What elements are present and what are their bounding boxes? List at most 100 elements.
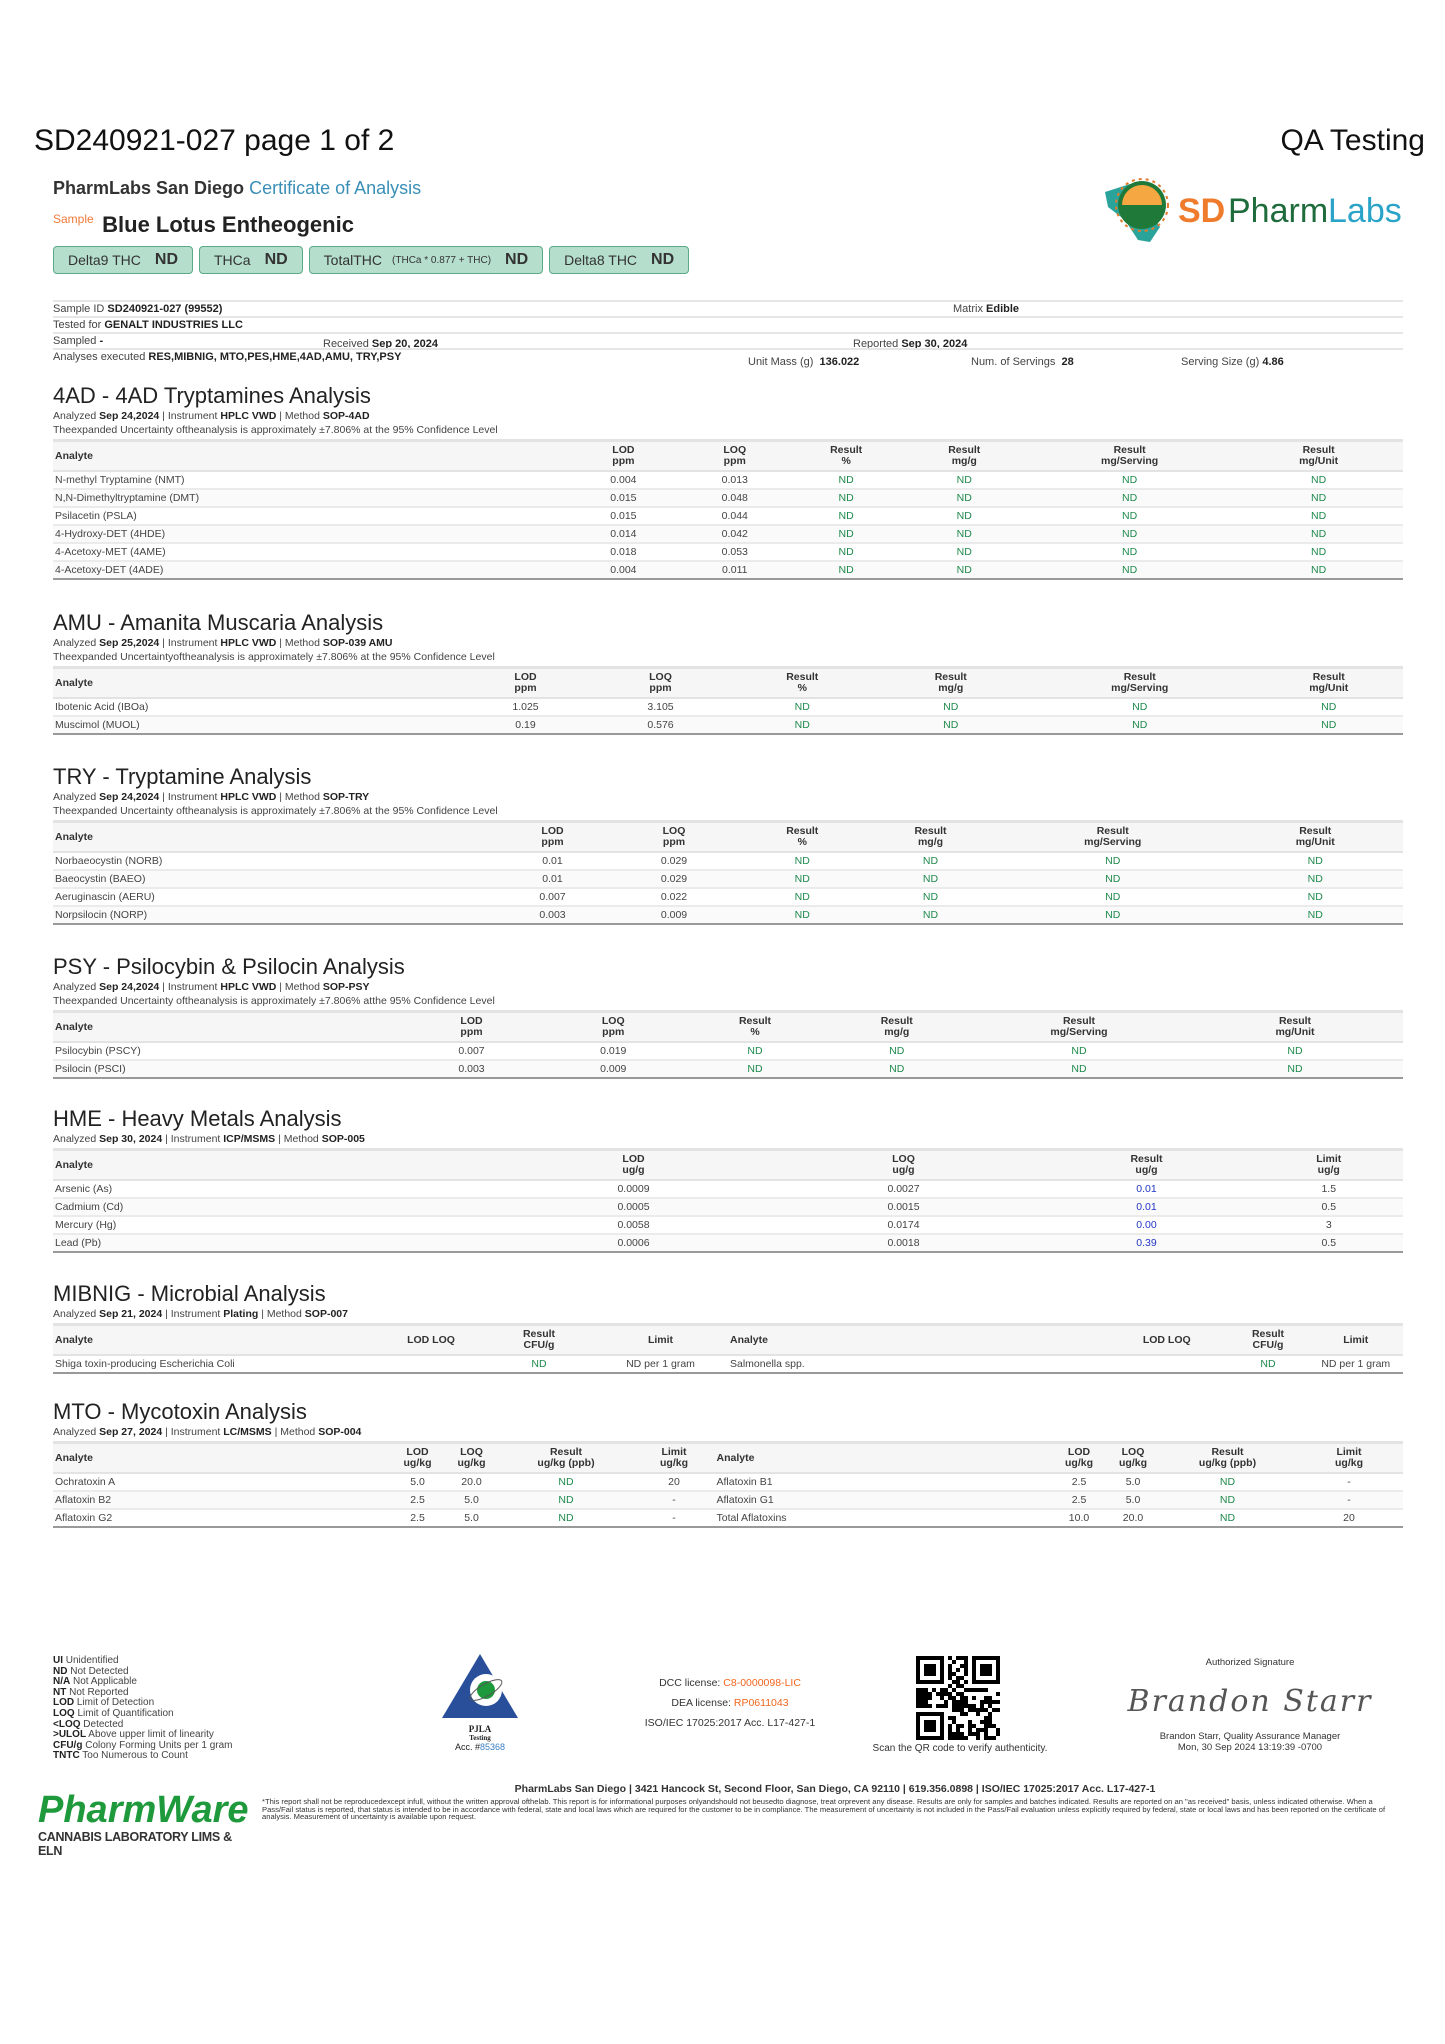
qr-module [996, 1708, 1000, 1712]
qr-module [972, 1708, 976, 1712]
table-cell: ND [728, 698, 877, 717]
section-meta: Analyzed Sep 24,2024 | Instrument HPLC V… [53, 790, 1403, 804]
qr-module [984, 1732, 988, 1736]
table-cell: ND [998, 888, 1228, 907]
badge-label: Delta8 THC [564, 252, 638, 268]
svg-text:SD: SD [1178, 192, 1225, 230]
table-cell: ND [863, 888, 998, 907]
section-title: PSY - Psilocybin & Psilocin Analysis [53, 954, 405, 979]
table-cell: 0.018 [566, 543, 681, 562]
table-cell: 4-Hydroxy-DET (4HDE) [53, 525, 566, 544]
signer-name: Brandon Starr, Quality Assurance Manager [1159, 1731, 1341, 1742]
licenses: DCC license: C8-0000098-LIC DEA license:… [600, 1673, 860, 1733]
info-row: Sample ID SD240921-027 (99552) Matrix Ed… [53, 300, 1403, 316]
reported-label: Reported [853, 338, 899, 350]
badge-label: TotalTHC [323, 252, 383, 268]
table-cell: Total Aflatoxins [714, 1509, 1052, 1528]
qr-module [956, 1728, 960, 1732]
method: SOP-039 AMU [322, 637, 393, 649]
qr-module [988, 1724, 992, 1728]
legend-item: NT Not Reported [53, 1686, 233, 1699]
legend-abbr: CFU/g [53, 1739, 83, 1751]
method: SOP-4AD [322, 410, 370, 422]
qr-module [988, 1720, 992, 1724]
qr-module [956, 1676, 960, 1680]
legend-abbr: NT [53, 1686, 67, 1698]
table-cell: ND [687, 1042, 823, 1061]
legend-item: LOQ Limit of Quantification [53, 1708, 233, 1720]
table-cell: 4-Acetoxy-MET (4AME) [53, 543, 566, 562]
qr-module [948, 1736, 952, 1740]
column-header: Analyte [714, 1441, 1052, 1474]
qr-module [976, 1728, 980, 1732]
qr-module [972, 1724, 976, 1728]
section-4ad: 4AD - 4AD Tryptamines Analysis Analyzed S… [53, 383, 1403, 580]
table-cell: 0.007 [404, 1042, 539, 1061]
qr-module [984, 1716, 988, 1720]
section-meta: Analyzed Sep 24,2024 | Instrument HPLC V… [53, 980, 1403, 994]
legend-item: <LOQ Detected [53, 1718, 233, 1731]
method: SOP-TRY [322, 791, 370, 803]
section-mto: MTO - Mycotoxin Analysis Analyzed Sep 27,… [53, 1399, 1403, 1528]
analyzed-label: Analyzed [53, 1133, 100, 1145]
table-cell: 2.5 [390, 1509, 445, 1528]
qr-module [988, 1704, 992, 1708]
table-cell: Psilacetin (PSLA) [53, 507, 566, 526]
qr-code[interactable] [916, 1656, 1000, 1740]
qr-module [956, 1736, 960, 1740]
table-cell: 0.0058 [498, 1216, 769, 1235]
pharmware-subtitle: CANNABIS LABORATORY LIMS & ELN [38, 1830, 232, 1858]
table-cell: ND [971, 1042, 1187, 1061]
table-cell: ND [1187, 1042, 1403, 1061]
qr-module [972, 1688, 976, 1692]
table-row: Lead (Pb) 0.0006 0.0018 0.39 0.5 [53, 1234, 1403, 1253]
column-header: Analyte [53, 439, 566, 472]
badge-formula: (THCa * 0.877 + THC) [392, 254, 492, 266]
column-header: LOQ ppm [680, 439, 789, 472]
qr-module [944, 1692, 948, 1696]
qr-module [960, 1724, 964, 1728]
table-cell: Cadmium (Cd) [53, 1198, 499, 1217]
tested-for: GENALT INDUSTRIES LLC [104, 319, 243, 331]
qr-module [940, 1704, 944, 1708]
analyzed-date: Sep 27, 2024 [99, 1426, 163, 1438]
table-cell: ND [687, 1060, 823, 1079]
table-cell: Shiga toxin-producing Escherichia Coli [53, 1355, 377, 1374]
svg-text:Pharm: Pharm [1228, 192, 1328, 230]
qr-module [956, 1684, 960, 1688]
dcc-label: DCC license: [659, 1677, 721, 1689]
column-header: Limit ug/g [1254, 1148, 1403, 1181]
table-cell: ND [998, 870, 1228, 889]
legend-text: Detected [80, 1718, 124, 1730]
sample-name: Blue Lotus Entheogenic [102, 212, 354, 237]
legend-item: CFU/g Colony Forming Units per 1 gram [53, 1739, 233, 1752]
sdpharmlabs-logo: SD Pharm Labs [1105, 178, 1402, 242]
section-title: MIBNIG - Microbial Analysis [53, 1281, 326, 1306]
sample-heading: Sample Blue Lotus Entheogenic [53, 212, 354, 238]
qr-module [980, 1688, 984, 1692]
column-header: LOD ug/kg [390, 1441, 445, 1474]
table-cell: Ochratoxin A [53, 1473, 391, 1492]
table-cell: ND [903, 489, 1025, 508]
qr-module [988, 1736, 992, 1740]
legend-item: TNTC Too Numerous to Count [53, 1751, 233, 1762]
qr-module [920, 1696, 924, 1700]
qr-module [952, 1680, 956, 1684]
badge-delta9-thc: Delta9 THC ND [53, 246, 193, 274]
analyzed-date: Sep 24,2024 [99, 791, 160, 803]
instrument-label: | Instrument [159, 791, 221, 803]
table-cell: Ibotenic Acid (IBOa) [53, 698, 458, 717]
lab-address: PharmLabs San Diego | 3421 Hancock St, S… [514, 1783, 1156, 1795]
table-cell: 1.025 [458, 698, 593, 717]
legend-item: >ULOL Above upper limit of linearity [53, 1729, 233, 1741]
column-header: Analyte [53, 1441, 391, 1474]
table-cell: ND [1025, 507, 1235, 526]
qr-module [956, 1656, 960, 1660]
section-mibnig: MIBNIG - Microbial Analysis Analyzed Sep … [53, 1281, 1403, 1374]
column-header: Result CFU/g [485, 1323, 593, 1356]
column-header: LOQ ug/kg [444, 1441, 499, 1474]
table-cell: 0.0015 [768, 1198, 1039, 1217]
qr-module [992, 1724, 996, 1728]
table-cell: 2.5 [1052, 1491, 1106, 1510]
table-cell: ND [741, 870, 863, 889]
